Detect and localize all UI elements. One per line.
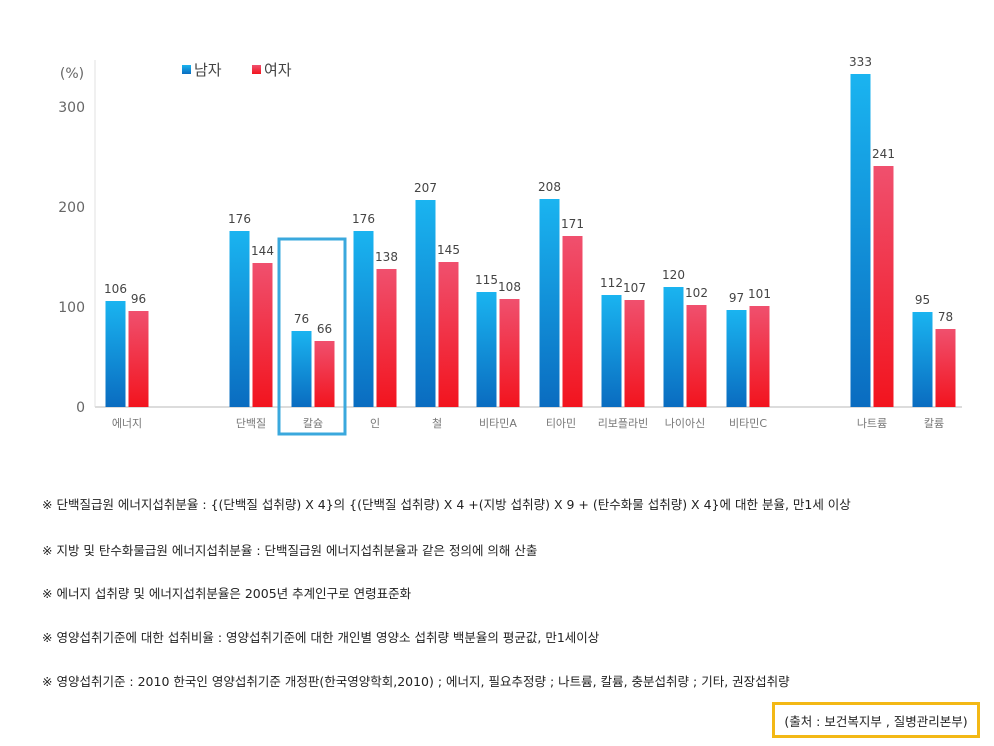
bar-female-4 (438, 262, 459, 407)
category-label: 단백질 (236, 417, 266, 430)
data-label: 171 (561, 217, 584, 231)
category-label: 철 (432, 417, 442, 430)
legend-label: 여자 (264, 61, 292, 79)
data-label: 176 (228, 212, 251, 226)
data-label: 176 (352, 212, 375, 226)
data-label: 144 (251, 244, 274, 258)
y-tick-label: 300 (58, 100, 85, 116)
data-label: 95 (915, 293, 930, 307)
data-label: 112 (600, 276, 623, 290)
data-label: 78 (938, 310, 953, 324)
bar-male-6 (539, 199, 560, 407)
category-label: 비타민A (479, 417, 517, 430)
bar-female-11 (935, 329, 956, 407)
bar-female-0 (128, 311, 149, 407)
bar-male-11 (912, 312, 933, 407)
data-label: 102 (685, 286, 708, 300)
note-3: ※ 에너지 섭취량 및 에너지섭취분율은 2005년 추계인구로 연령표준화 (42, 586, 412, 601)
data-label: 66 (317, 322, 332, 336)
legend-swatch-male (182, 65, 191, 74)
data-label: 120 (662, 268, 685, 282)
bar-female-8 (686, 305, 707, 407)
source-text: (출처 : 보건복지부 , 질병관리본부) (784, 713, 968, 729)
data-label: 107 (623, 281, 646, 295)
note-5: ※ 영양섭취기준 : 2010 한국인 영양섭취기준 개정판(한국영양학회,20… (42, 674, 790, 689)
legend-label: 남자 (194, 61, 222, 79)
bar-male-5 (476, 292, 497, 407)
source-box: (출처 : 보건복지부 , 질병관리본부) (772, 702, 980, 738)
bar-male-4 (415, 200, 436, 407)
bar-female-1 (252, 263, 273, 407)
bar-chart: (%) 0 100 200 300 남자 여자 106 176 76 176 207 115 208… (58, 55, 962, 436)
y-tick-label: 200 (58, 200, 85, 216)
bar-female-5 (499, 299, 520, 407)
bar-male-8 (663, 287, 684, 407)
bar-female-10 (873, 166, 894, 407)
note-1: ※ 단백질급원 에너지섭취분율 : {(단백질 섭취량) X 4}의 {(단백질… (42, 497, 851, 512)
data-label: 333 (849, 55, 872, 69)
bar-female-9 (749, 306, 770, 407)
data-label: 108 (498, 280, 521, 294)
bar-male-9 (726, 310, 747, 407)
category-label: 에너지 (112, 417, 142, 430)
legend-swatch-female (252, 65, 261, 74)
bar-female-7 (624, 300, 645, 407)
bar-female-2 (314, 341, 335, 407)
category-label: 칼슘 (303, 417, 323, 430)
bar-male-0 (105, 301, 126, 407)
bar-male-3 (353, 231, 374, 407)
y-tick-label: 0 (76, 400, 85, 416)
bar-male-2 (291, 331, 312, 407)
data-label: 208 (538, 180, 561, 194)
data-label: 101 (748, 287, 771, 301)
note-2: ※ 지방 및 탄수화물급원 에너지섭취분율 : 단백질급원 에너지섭취분율과 같… (42, 543, 538, 558)
category-label: 칼륨 (924, 417, 944, 430)
category-label: 비타민C (729, 417, 767, 430)
data-label: 76 (294, 312, 309, 326)
data-label: 241 (872, 147, 895, 161)
bar-male-7 (601, 295, 622, 407)
y-axis-unit: (%) (60, 66, 84, 82)
bar-male-10 (850, 74, 871, 407)
data-label: 106 (104, 282, 127, 296)
y-tick-label: 100 (58, 300, 85, 316)
category-label: 리보플라빈 (598, 417, 649, 430)
category-label: 나이아신 (665, 417, 705, 430)
calcium-highlight-box (277, 237, 347, 436)
data-label: 207 (414, 181, 437, 195)
category-label: 인 (370, 417, 380, 430)
data-label: 97 (729, 291, 744, 305)
data-label: 145 (437, 243, 460, 257)
note-4: ※ 영양섭취기준에 대한 섭취비율 : 영양섭취기준에 대한 개인별 영양소 섭… (42, 630, 600, 645)
data-label: 115 (475, 273, 498, 287)
bar-female-3 (376, 269, 397, 407)
bar-female-6 (562, 236, 583, 407)
data-label: 96 (131, 292, 146, 306)
bar-male-1 (229, 231, 250, 407)
category-label: 나트륨 (857, 417, 887, 430)
category-label: 티아민 (546, 417, 576, 430)
data-label: 138 (375, 250, 398, 264)
